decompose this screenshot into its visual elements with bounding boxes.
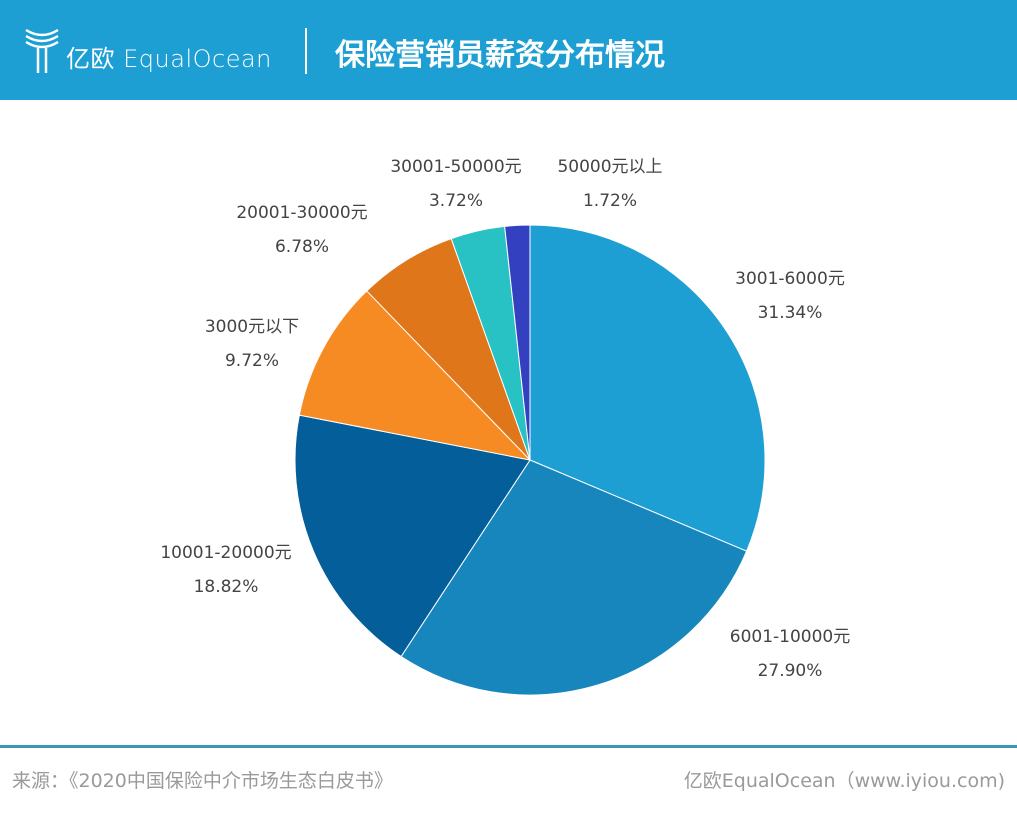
slice-category-label: 3000元以下 (205, 317, 299, 337)
pie-slice-2 (294, 414, 531, 658)
slice-percent-label: 18.82% (194, 577, 259, 597)
logo: 亿欧 EqualOcean (24, 28, 272, 74)
pie-slice-3 (298, 290, 532, 461)
footer-rule (0, 745, 1017, 748)
credit-note: 亿欧EqualOcean（www.iyiou.com) (683, 770, 1005, 792)
header-bar: 亿欧 EqualOcean 保险营销员薪资分布情况 (0, 0, 1017, 100)
source-note: 来源：《2020中国保险中介市场生态白皮书》 (12, 770, 393, 792)
slice-percent-label: 3.72% (429, 191, 483, 211)
slice-category-label: 50000元以上 (557, 157, 662, 177)
slice-percent-label: 1.72% (583, 191, 637, 211)
header-divider (305, 28, 307, 74)
equalocean-logo-icon (25, 28, 59, 73)
slice-percent-label: 31.34% (758, 303, 823, 323)
slice-category-label: 20001-30000元 (236, 203, 367, 223)
slice-category-label: 3001-6000元 (735, 269, 845, 289)
brand-name: 亿欧 EqualOcean (66, 45, 272, 73)
slice-category-label: 30001-50000元 (390, 157, 521, 177)
pie-chart: 3001-6000元 31.34% 6001-10000元 27.90% 10001-2… (160, 157, 850, 696)
slice-category-label: 10001-20000元 (160, 543, 291, 563)
slice-percent-label: 27.90% (758, 661, 823, 681)
slice-category-label: 6001-10000元 (730, 627, 850, 647)
slice-percent-label: 6.78% (275, 237, 329, 257)
page-title: 保险营销员薪资分布情况 (335, 38, 665, 73)
slice-percent-label: 9.72% (225, 351, 279, 371)
pie-slice-1 (400, 459, 748, 696)
pie-slice-0 (529, 224, 766, 552)
pie-slice-6 (504, 224, 531, 461)
